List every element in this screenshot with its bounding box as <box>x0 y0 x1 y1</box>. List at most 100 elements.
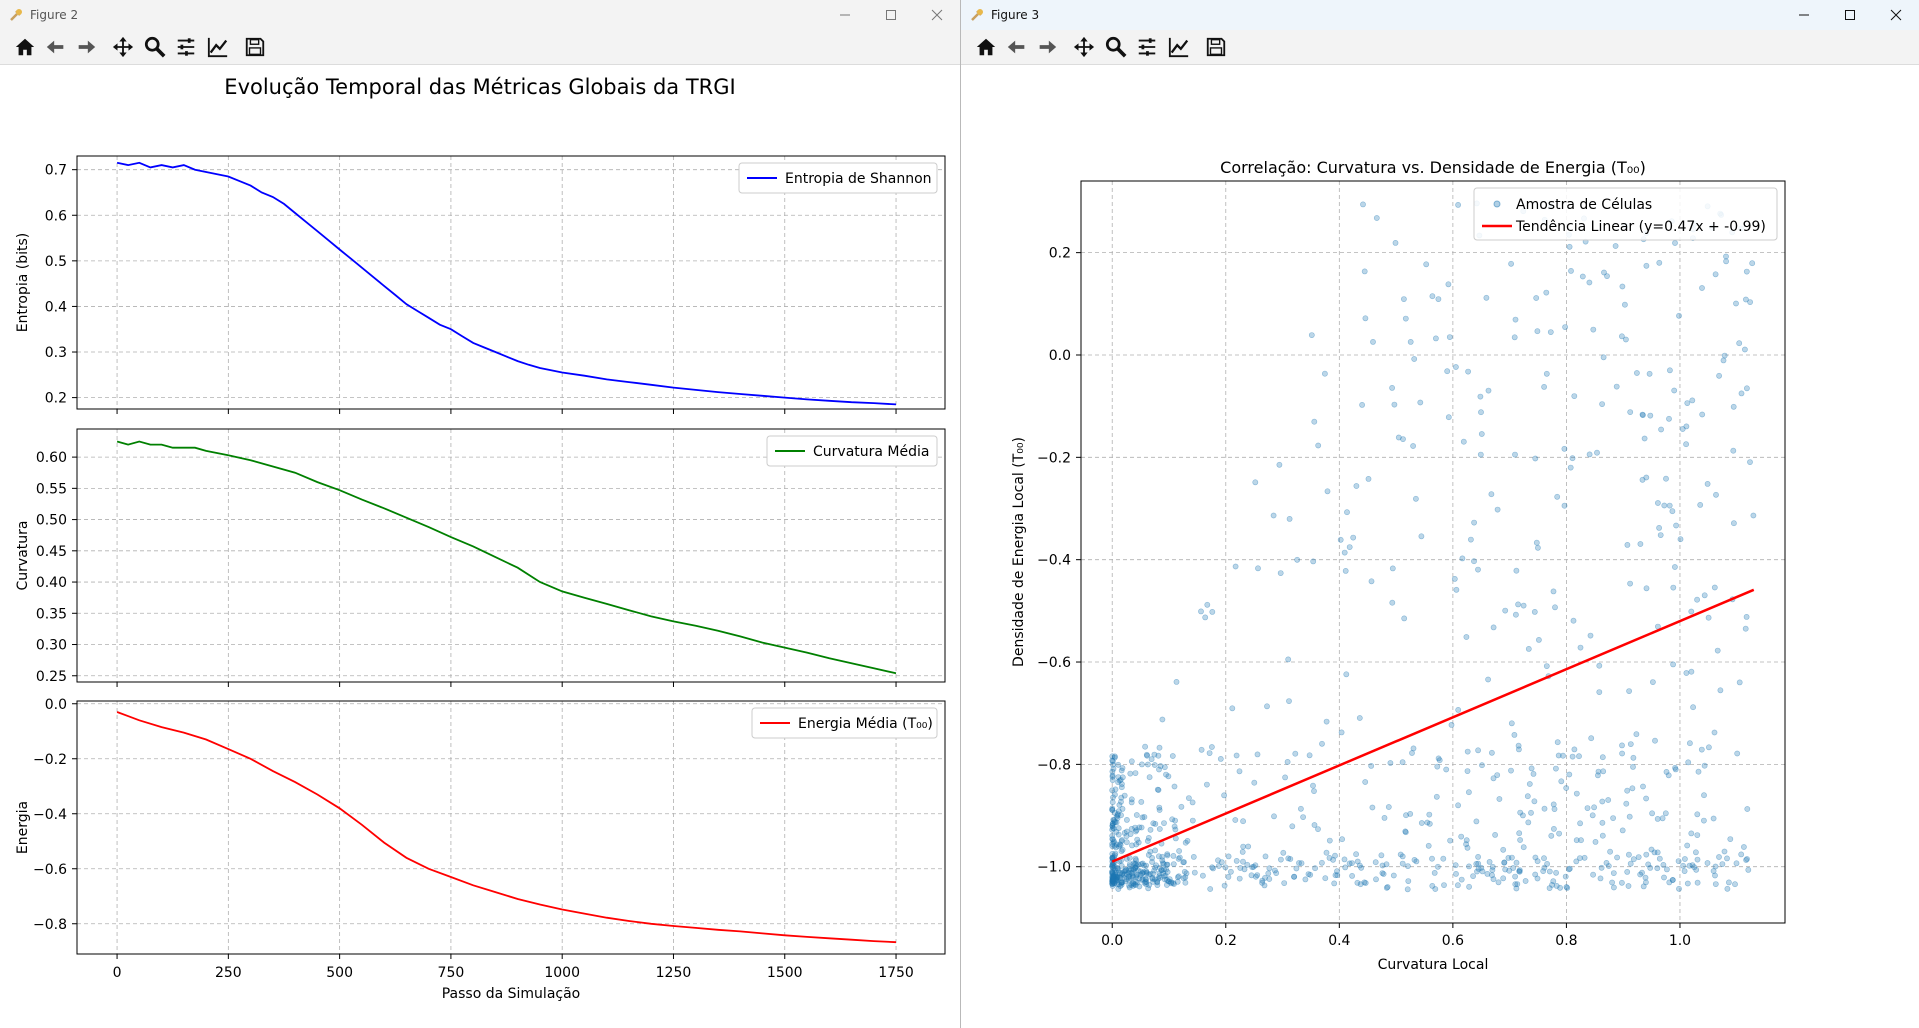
scatter-point <box>1148 756 1155 763</box>
scatter-point <box>1109 821 1116 827</box>
scatter-point <box>1701 592 1708 599</box>
scatter-point <box>1717 687 1724 694</box>
scatter-point <box>1576 753 1582 760</box>
scatter-point <box>1227 868 1234 875</box>
scatter-point <box>1133 857 1139 864</box>
scatter-point <box>1315 826 1321 832</box>
scatter-point <box>1109 799 1116 806</box>
maximize-button[interactable] <box>868 0 914 30</box>
scatter-point <box>1110 765 1117 772</box>
back-button[interactable] <box>44 35 68 59</box>
close-button[interactable] <box>914 0 960 30</box>
scatter-point <box>1573 858 1580 865</box>
pan-button[interactable] <box>111 35 135 59</box>
scatter-point <box>1736 679 1743 686</box>
scatter-point <box>1368 578 1375 585</box>
scatter-point <box>1164 852 1171 859</box>
scatter-point <box>1531 798 1538 805</box>
scatter-points <box>1109 200 1757 893</box>
close-button[interactable] <box>1873 0 1919 30</box>
scatter-point <box>1113 877 1120 883</box>
scatter-point <box>1677 536 1684 543</box>
scatter-point <box>1298 860 1305 867</box>
scatter-point <box>1685 759 1692 766</box>
scatter-point <box>1500 875 1507 882</box>
scatter-point <box>1712 881 1719 887</box>
scatter-point <box>1115 761 1122 768</box>
edit-axis-button[interactable] <box>206 35 230 59</box>
scatter-point <box>1661 502 1668 509</box>
scatter-point <box>1704 480 1711 487</box>
legend-box <box>738 162 938 194</box>
scatter-point <box>1643 795 1649 802</box>
home-button[interactable] <box>13 35 37 59</box>
back-button[interactable] <box>1005 35 1029 59</box>
zoom-button[interactable] <box>1104 35 1128 59</box>
save-button[interactable] <box>1204 35 1228 59</box>
scatter-point <box>1321 370 1328 377</box>
scatter-point <box>1458 833 1465 840</box>
scatter-point <box>1470 873 1476 879</box>
scatter-point <box>1114 874 1121 880</box>
scatter-point <box>1245 843 1252 850</box>
scatter-point <box>1517 837 1523 843</box>
scatter-point <box>1291 873 1298 880</box>
scatter-point <box>1701 792 1707 799</box>
minimize-button[interactable] <box>1781 0 1827 30</box>
scatter-point <box>1182 839 1189 846</box>
scatter-point <box>1712 271 1719 278</box>
scatter-point <box>1605 797 1612 803</box>
scatter-point <box>1146 774 1153 781</box>
maximize-button[interactable] <box>1827 0 1873 30</box>
scatter-point <box>1146 871 1152 878</box>
scatter-point <box>1619 283 1626 290</box>
scatter-point <box>1563 785 1570 791</box>
scatter-point <box>1128 875 1134 882</box>
scatter-point <box>1209 864 1215 871</box>
scatter-point <box>1589 812 1596 819</box>
scatter-point <box>1445 414 1452 421</box>
save-button[interactable] <box>243 35 267 59</box>
forward-button[interactable] <box>74 35 98 59</box>
y-tick-label: 0.7 <box>45 163 67 179</box>
scatter-point <box>1435 296 1442 302</box>
configure-subplots-button[interactable] <box>174 35 198 59</box>
scatter-point <box>1683 423 1690 430</box>
zoom-button[interactable] <box>143 35 167 59</box>
scatter-point <box>1143 881 1149 888</box>
scatter-point <box>1154 786 1161 793</box>
scatter-point <box>1341 856 1348 863</box>
scatter-point <box>1645 861 1652 868</box>
scatter-point <box>1465 789 1472 796</box>
scatter-point <box>1262 853 1269 860</box>
scatter-point <box>1569 455 1576 462</box>
scatter-point <box>1554 493 1561 500</box>
minimize-button[interactable] <box>822 0 868 30</box>
forward-button[interactable] <box>1035 35 1059 59</box>
edit-axis-button[interactable] <box>1167 35 1191 59</box>
scatter-point <box>1407 811 1414 817</box>
scatter-point <box>1543 370 1550 377</box>
scatter-point <box>1222 864 1229 871</box>
scatter-point <box>1458 876 1465 883</box>
scatter-point <box>1285 855 1292 862</box>
scatter-point <box>1128 758 1135 765</box>
trend-line <box>1111 588 1755 863</box>
scatter-point <box>1282 774 1288 781</box>
scatter-point <box>1586 451 1593 458</box>
home-button[interactable] <box>974 35 998 59</box>
scatter-point <box>1128 796 1135 803</box>
scatter-point <box>1400 296 1407 302</box>
scatter-point <box>1115 867 1122 874</box>
scatter-point <box>1625 883 1632 889</box>
x-tick-label: 0.8 <box>1555 933 1577 949</box>
scatter-point <box>1360 201 1366 208</box>
scatter-point <box>1512 316 1519 323</box>
scatter-point <box>1500 846 1507 853</box>
scatter-point <box>1515 601 1521 608</box>
scatter-point <box>1607 848 1613 855</box>
scatter-point <box>1154 879 1161 886</box>
save-icon <box>1206 37 1226 57</box>
configure-subplots-button[interactable] <box>1135 35 1159 59</box>
pan-button[interactable] <box>1072 35 1096 59</box>
